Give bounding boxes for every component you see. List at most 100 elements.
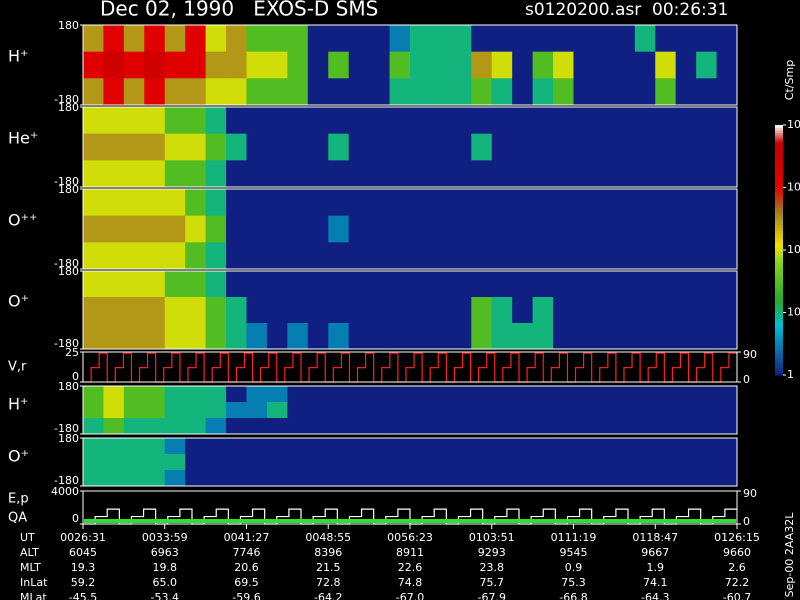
colorbar-swatch (775, 200, 783, 203)
heatmap-cell (144, 51, 166, 79)
colorbar-swatch (775, 230, 783, 233)
y-tick-label: -180 (54, 337, 79, 350)
heatmap-cell (553, 271, 574, 298)
heatmap-cell (675, 51, 697, 79)
heatmap-cell (491, 215, 513, 243)
heatmap-cell (593, 189, 615, 217)
heatmap-cell (144, 107, 166, 135)
colorbar-swatch (775, 245, 783, 248)
heatmap-cell (348, 297, 370, 324)
heatmap-cell (369, 402, 390, 419)
heatmap-cell (573, 418, 595, 435)
heatmap-cell (328, 107, 350, 135)
heatmap-cell (491, 418, 513, 435)
colorbar-swatch (775, 240, 783, 243)
footer-row-label: UT (20, 531, 35, 544)
heatmap-cell (369, 297, 390, 324)
heatmap-cell (696, 107, 717, 135)
heatmap-cell (696, 133, 717, 161)
heatmap-cell (655, 470, 677, 487)
panel-label: He⁺ (8, 129, 38, 148)
colorbar-swatch (775, 337, 783, 341)
heatmap-cell (471, 323, 493, 350)
heatmap-cell (450, 297, 472, 324)
heatmap-cell (123, 107, 145, 135)
heatmap-cell (83, 78, 104, 106)
heatmap-cell (307, 271, 329, 298)
heatmap-cell (614, 242, 636, 270)
heatmap-cell (226, 133, 247, 161)
heatmap-cell (164, 242, 186, 270)
y2-tick-label: 90 (743, 487, 757, 500)
heatmap-cell (164, 470, 186, 487)
heatmap-cell (471, 297, 493, 324)
heatmap-cell (348, 438, 370, 455)
heatmap-cell (369, 386, 390, 403)
heatmap-cell (164, 107, 186, 135)
heatmap-cell (553, 438, 574, 455)
heatmap-cell (103, 107, 125, 135)
heatmap-cell (246, 107, 268, 135)
heatmap-cell (696, 386, 717, 403)
heatmap-cell (553, 470, 574, 487)
heatmap-cell (716, 402, 738, 419)
heatmap-cell (226, 454, 247, 471)
footer-cell: 72.2 (725, 576, 750, 589)
heatmap-cell (185, 107, 207, 135)
heatmap-cell (471, 215, 493, 243)
colorbar-swatch (775, 355, 783, 358)
colorbar-swatch (775, 137, 783, 141)
footer-row-label: InLat (20, 576, 48, 589)
colorbar-swatch (775, 207, 783, 211)
colorbar-swatch (775, 330, 783, 333)
heatmap-cell (471, 107, 493, 135)
heatmap-cell (675, 107, 697, 135)
footer-row-label: ALT (20, 546, 39, 559)
y-tick-label: 180 (58, 432, 79, 445)
colorbar-swatch (775, 297, 783, 301)
heatmap-cell (348, 402, 370, 419)
heatmap-cell (103, 25, 125, 53)
heatmap-cell (123, 402, 145, 419)
heatmap-cell (593, 323, 615, 350)
heatmap-cell (410, 242, 431, 270)
heatmap-cell (83, 107, 104, 135)
heatmap-cell (716, 25, 738, 53)
colorbar-swatch (775, 142, 783, 146)
colorbar-tick-label: 10 (787, 306, 800, 319)
heatmap-cell (491, 402, 513, 419)
heatmap-cell (491, 242, 513, 270)
heatmap-cell (410, 160, 431, 188)
colorbar-swatch (775, 232, 783, 236)
heatmap-cell (573, 189, 595, 217)
heatmap-cell (573, 323, 595, 350)
panel-label: E,p (8, 492, 29, 507)
heatmap-cell (144, 25, 166, 53)
heatmap-cell (287, 78, 309, 106)
footer-cell: -53.4 (151, 591, 179, 600)
footer-cell: 59.2 (71, 576, 96, 589)
heatmap-cell (348, 386, 370, 403)
y-tick-label: 180 (58, 101, 79, 114)
footer-cell: 20.6 (234, 561, 259, 574)
colorbar-swatch (775, 302, 783, 306)
heatmap-cell (655, 323, 677, 350)
colorbar-swatch (775, 127, 783, 131)
heatmap-cell (716, 189, 738, 217)
footer-cell: 19.3 (71, 561, 96, 574)
footer-cell: -67.9 (478, 591, 506, 600)
heatmap-cell (369, 133, 390, 161)
heatmap-cell (471, 25, 493, 53)
heatmap-cell (532, 215, 554, 243)
colorbar-swatch (775, 140, 783, 143)
heatmap-cell (716, 242, 738, 270)
heatmap-cell (430, 438, 452, 455)
heatmap-cell (410, 470, 431, 487)
heatmap-cell (287, 438, 309, 455)
y-tick-label: 4000 (51, 485, 79, 498)
heatmap-cell (553, 215, 574, 243)
colorbar-swatch (775, 367, 783, 371)
colorbar-swatch (775, 255, 783, 258)
heatmap-cell (593, 78, 615, 106)
heatmap-cell (634, 402, 656, 419)
